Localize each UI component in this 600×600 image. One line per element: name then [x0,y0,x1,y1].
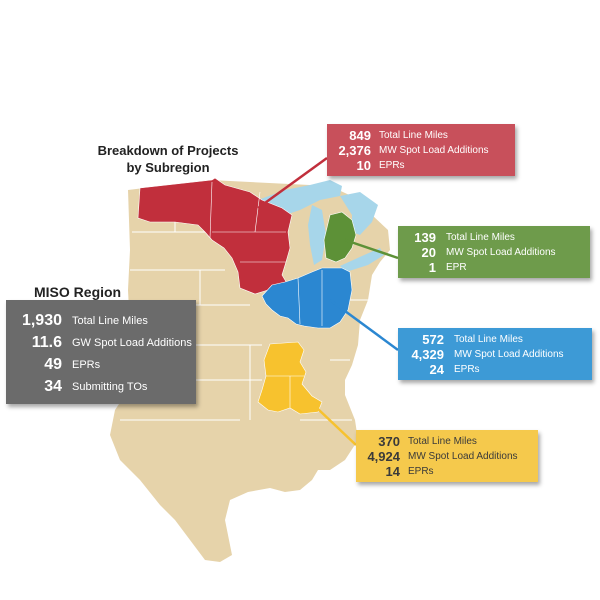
map-title-line1: Breakdown of Projects [97,143,239,158]
central-connector [329,298,399,352]
south-stats-card: 370 Total Line Miles 4,924 MW Spot Load … [356,430,538,482]
miso-row: 34 Submitting TOs [44,378,148,395]
map-title: Breakdown of Projects by Subregion [88,142,248,176]
central-subregion [261,267,353,329]
miso-stats-card: 1,930 Total Line Miles 11.6 GW Spot Load… [6,300,196,404]
miso-row: 49 EPRs [44,356,101,373]
lake-michigan [308,205,326,265]
north-stats-card: 849 Total Line Miles 2,376 MW Spot Load … [327,124,515,176]
miso-region-title: MISO Region [34,284,122,300]
lake-erie [340,248,384,272]
great-lakes [258,180,342,215]
lake-huron [340,192,378,235]
south-connector [299,391,357,446]
central-stats-card: 572 Total Line Miles 4,329 MW Spot Load … [398,328,592,380]
miso-row: 11.6 GW Spot Load Additions [31,334,192,351]
map-title-line2: by Subregion [126,160,210,175]
michigan-connector [344,238,399,260]
michigan-subregion [323,211,357,263]
north-connector [257,156,328,210]
miso-row: 1,930 Total Line Miles [21,312,148,329]
michigan-stats-card: 139 Total Line Miles 20 MW Spot Load Add… [398,226,590,278]
